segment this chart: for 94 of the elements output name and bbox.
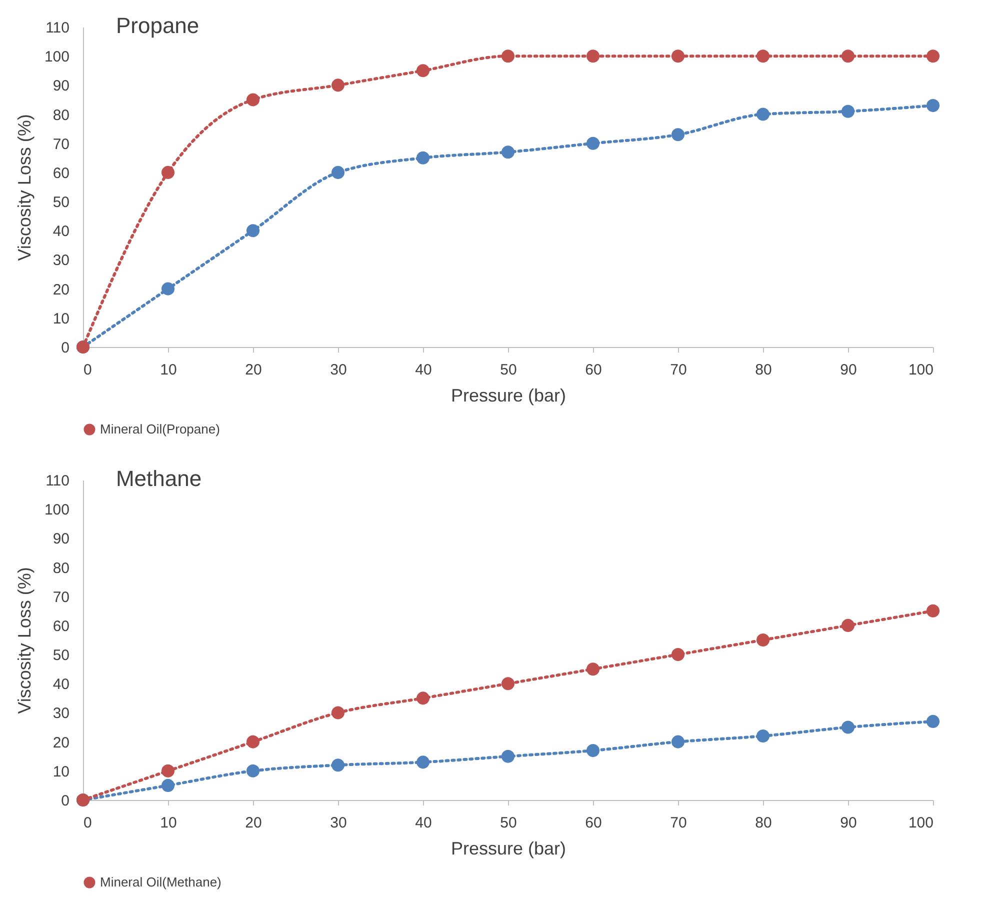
point — [246, 93, 260, 106]
point — [756, 633, 770, 647]
point — [246, 764, 260, 778]
y-axis-title: Viscosity Loss (%) — [14, 114, 34, 261]
point — [501, 50, 515, 63]
x-tick-label: 60 — [585, 814, 602, 832]
y-tick-label: 60 — [52, 618, 70, 635]
point — [926, 604, 940, 618]
point — [501, 677, 515, 690]
point — [416, 692, 430, 705]
point — [671, 648, 685, 662]
x-tick-label: 90 — [840, 814, 857, 832]
x-axis-title: Pressure (bar) — [450, 386, 566, 406]
x-tick-label: 40 — [415, 814, 432, 832]
x-tick-label: 70 — [670, 362, 687, 378]
y-tick-label: 70 — [52, 588, 70, 606]
x-tick-label: 30 — [330, 362, 347, 378]
x-tick-label: 20 — [245, 362, 262, 378]
y-tick-label: 110 — [46, 472, 70, 490]
y-tick-label: 10 — [52, 763, 70, 780]
x-tick-label: 10 — [160, 814, 177, 832]
point — [586, 50, 600, 63]
y-tick-label: 70 — [52, 136, 70, 153]
x-tick-label: 50 — [500, 362, 517, 378]
x-tick-label: 0 — [84, 362, 92, 378]
point — [841, 104, 855, 118]
point — [671, 50, 685, 63]
point — [671, 128, 685, 142]
x-tick-label: 50 — [500, 814, 517, 832]
x-axis-title: Pressure (bar) — [450, 838, 566, 858]
y-tick-label: 0 — [61, 792, 70, 810]
y-axis-title: Viscosity Loss (%) — [14, 567, 34, 714]
x-tick-label: 10 — [160, 362, 177, 378]
legend-label: Mineral Oil(Methane) — [100, 874, 222, 890]
point — [501, 146, 515, 159]
chart-title: Propane — [116, 13, 200, 38]
point — [671, 735, 685, 748]
y-tick-label: 50 — [52, 194, 70, 212]
x-tick-label: 70 — [670, 814, 687, 832]
x-tick-label: 90 — [840, 362, 857, 378]
y-tick-label: 110 — [46, 20, 70, 36]
y-tick-label: 40 — [52, 223, 70, 240]
y-tick-label: 0 — [61, 340, 70, 356]
point — [756, 108, 770, 121]
y-tick-label: 20 — [52, 734, 70, 752]
point — [161, 166, 175, 179]
point — [416, 151, 430, 164]
point — [416, 64, 430, 78]
point — [841, 720, 855, 734]
point — [161, 778, 175, 792]
y-tick-label: 50 — [52, 647, 70, 664]
legend-label: Mineral Oil(Propane) — [100, 422, 220, 436]
y-tick-label: 90 — [52, 78, 70, 95]
point — [926, 714, 940, 728]
x-tick-label: 40 — [415, 362, 432, 378]
x-tick-label: 60 — [585, 362, 602, 378]
x-tick-label: 80 — [755, 362, 772, 378]
point — [331, 166, 345, 179]
point — [926, 50, 940, 63]
y-tick-label: 80 — [52, 560, 70, 577]
y-tick-label: 30 — [52, 252, 70, 270]
point — [926, 99, 940, 112]
x-tick-label: 80 — [755, 814, 772, 832]
point — [841, 50, 855, 63]
x-tick-label: 100 — [908, 814, 934, 832]
x-tick-label: 20 — [245, 814, 262, 832]
x-tick-label: 0 — [84, 814, 92, 832]
point — [416, 756, 430, 769]
point — [586, 662, 600, 676]
point — [331, 78, 345, 92]
point — [586, 136, 600, 150]
x-tick-label: 30 — [330, 814, 347, 832]
chart-title: Methane — [116, 466, 202, 491]
y-tick-label: 100 — [44, 502, 70, 519]
y-tick-label: 100 — [44, 48, 70, 66]
y-tick-label: 10 — [52, 310, 70, 328]
y-tick-label: 80 — [52, 106, 70, 124]
point — [246, 224, 260, 238]
point — [331, 758, 345, 772]
point — [586, 744, 600, 758]
y-tick-label: 90 — [52, 530, 70, 548]
point — [756, 729, 770, 743]
point — [756, 50, 770, 63]
point — [161, 282, 175, 296]
point — [161, 764, 175, 778]
point — [841, 618, 855, 632]
point — [246, 735, 260, 748]
y-tick-label: 30 — [52, 705, 70, 722]
x-tick-label: 100 — [908, 362, 934, 378]
y-tick-label: 60 — [52, 164, 70, 182]
point — [331, 706, 345, 720]
y-tick-label: 20 — [52, 281, 70, 298]
y-tick-label: 40 — [52, 676, 70, 694]
point — [501, 750, 515, 763]
